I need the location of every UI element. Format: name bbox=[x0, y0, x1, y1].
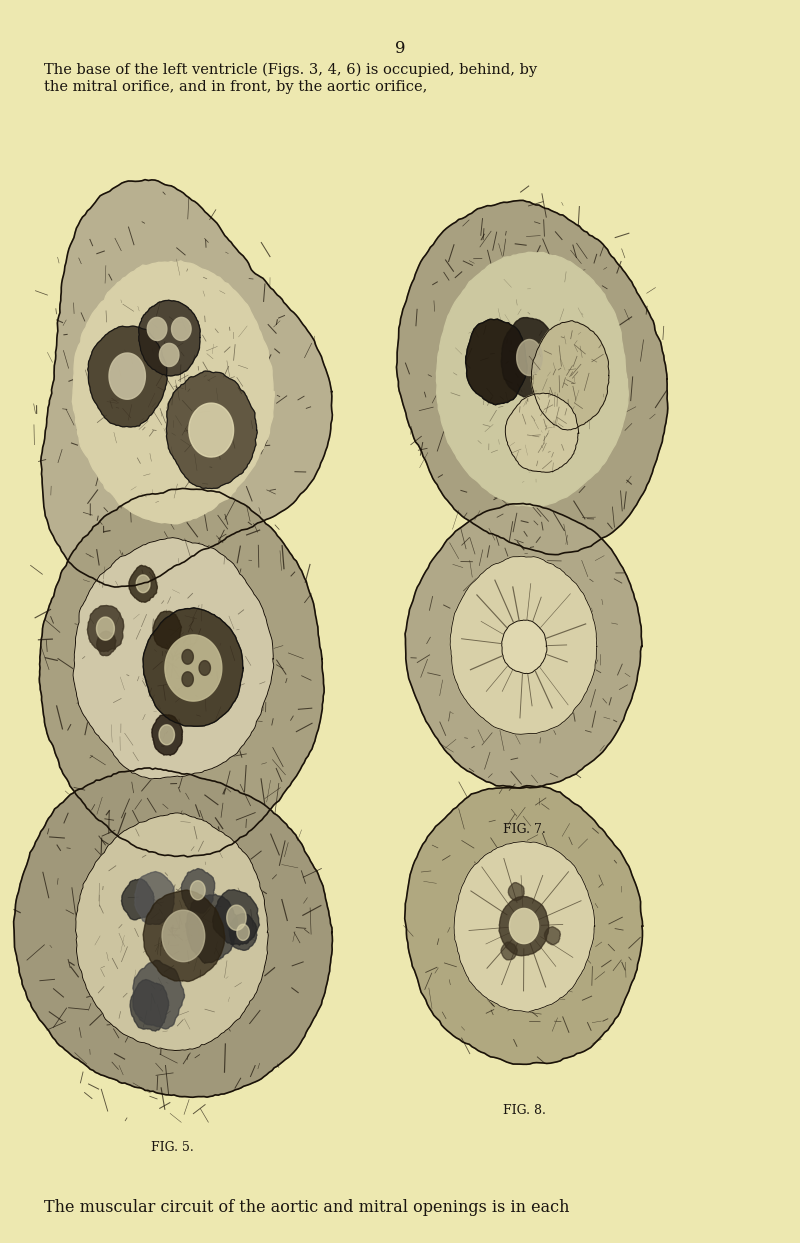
Polygon shape bbox=[97, 631, 116, 655]
Polygon shape bbox=[506, 393, 578, 472]
Text: FIG. 5.: FIG. 5. bbox=[150, 1141, 194, 1154]
Text: FIG. 7.: FIG. 7. bbox=[502, 823, 546, 835]
Polygon shape bbox=[499, 896, 549, 956]
Polygon shape bbox=[41, 180, 332, 587]
Text: FIG. 6.: FIG. 6. bbox=[510, 590, 554, 603]
Polygon shape bbox=[88, 326, 167, 428]
Polygon shape bbox=[147, 317, 167, 341]
Polygon shape bbox=[508, 883, 524, 901]
Polygon shape bbox=[510, 909, 538, 943]
Polygon shape bbox=[213, 890, 259, 945]
Polygon shape bbox=[162, 910, 205, 962]
Polygon shape bbox=[182, 671, 194, 686]
Text: The base of the left ventricle (Figs. 3, 4, 6) is occupied, behind, by: The base of the left ventricle (Figs. 3,… bbox=[44, 62, 537, 77]
Polygon shape bbox=[502, 620, 547, 674]
Polygon shape bbox=[190, 881, 205, 900]
Polygon shape bbox=[165, 635, 222, 701]
Polygon shape bbox=[109, 353, 146, 399]
Polygon shape bbox=[450, 557, 597, 735]
Polygon shape bbox=[229, 914, 257, 951]
Polygon shape bbox=[152, 715, 182, 756]
Polygon shape bbox=[133, 961, 185, 1029]
Polygon shape bbox=[129, 566, 158, 603]
Polygon shape bbox=[72, 261, 274, 523]
Polygon shape bbox=[153, 612, 182, 649]
Text: the mitral orifice, and in front, by the aortic orifice,: the mitral orifice, and in front, by the… bbox=[44, 80, 427, 93]
Polygon shape bbox=[466, 319, 527, 405]
Polygon shape bbox=[405, 503, 642, 788]
Polygon shape bbox=[405, 786, 642, 1064]
Polygon shape bbox=[87, 605, 124, 651]
Polygon shape bbox=[143, 608, 243, 726]
Polygon shape bbox=[122, 879, 154, 920]
Text: The muscular circuit of the aortic and mitral openings is in each: The muscular circuit of the aortic and m… bbox=[44, 1198, 570, 1216]
Polygon shape bbox=[73, 537, 274, 779]
Polygon shape bbox=[182, 650, 194, 664]
Polygon shape bbox=[39, 488, 324, 856]
Polygon shape bbox=[517, 339, 542, 375]
Polygon shape bbox=[130, 979, 169, 1032]
Polygon shape bbox=[189, 403, 234, 457]
Polygon shape bbox=[97, 617, 114, 640]
Polygon shape bbox=[159, 725, 174, 745]
Polygon shape bbox=[75, 813, 268, 1050]
Polygon shape bbox=[237, 925, 250, 941]
Polygon shape bbox=[397, 200, 668, 554]
Text: 9: 9 bbox=[394, 40, 406, 57]
Polygon shape bbox=[226, 905, 246, 930]
Polygon shape bbox=[545, 927, 560, 945]
Polygon shape bbox=[199, 660, 210, 675]
Polygon shape bbox=[143, 890, 225, 982]
Text: FIG. 4.: FIG. 4. bbox=[150, 864, 194, 876]
Polygon shape bbox=[159, 343, 179, 367]
Polygon shape bbox=[502, 317, 558, 398]
Polygon shape bbox=[186, 894, 238, 963]
Polygon shape bbox=[166, 370, 258, 488]
Text: FIG. 3.: FIG. 3. bbox=[150, 599, 194, 612]
Polygon shape bbox=[14, 768, 333, 1098]
Text: FIG. 8.: FIG. 8. bbox=[502, 1104, 546, 1116]
Polygon shape bbox=[134, 871, 174, 925]
Polygon shape bbox=[501, 942, 518, 960]
Polygon shape bbox=[531, 321, 609, 430]
Polygon shape bbox=[171, 317, 191, 341]
Polygon shape bbox=[437, 252, 628, 507]
Polygon shape bbox=[454, 842, 594, 1012]
Polygon shape bbox=[138, 301, 200, 375]
Polygon shape bbox=[136, 574, 150, 593]
Polygon shape bbox=[181, 869, 214, 914]
